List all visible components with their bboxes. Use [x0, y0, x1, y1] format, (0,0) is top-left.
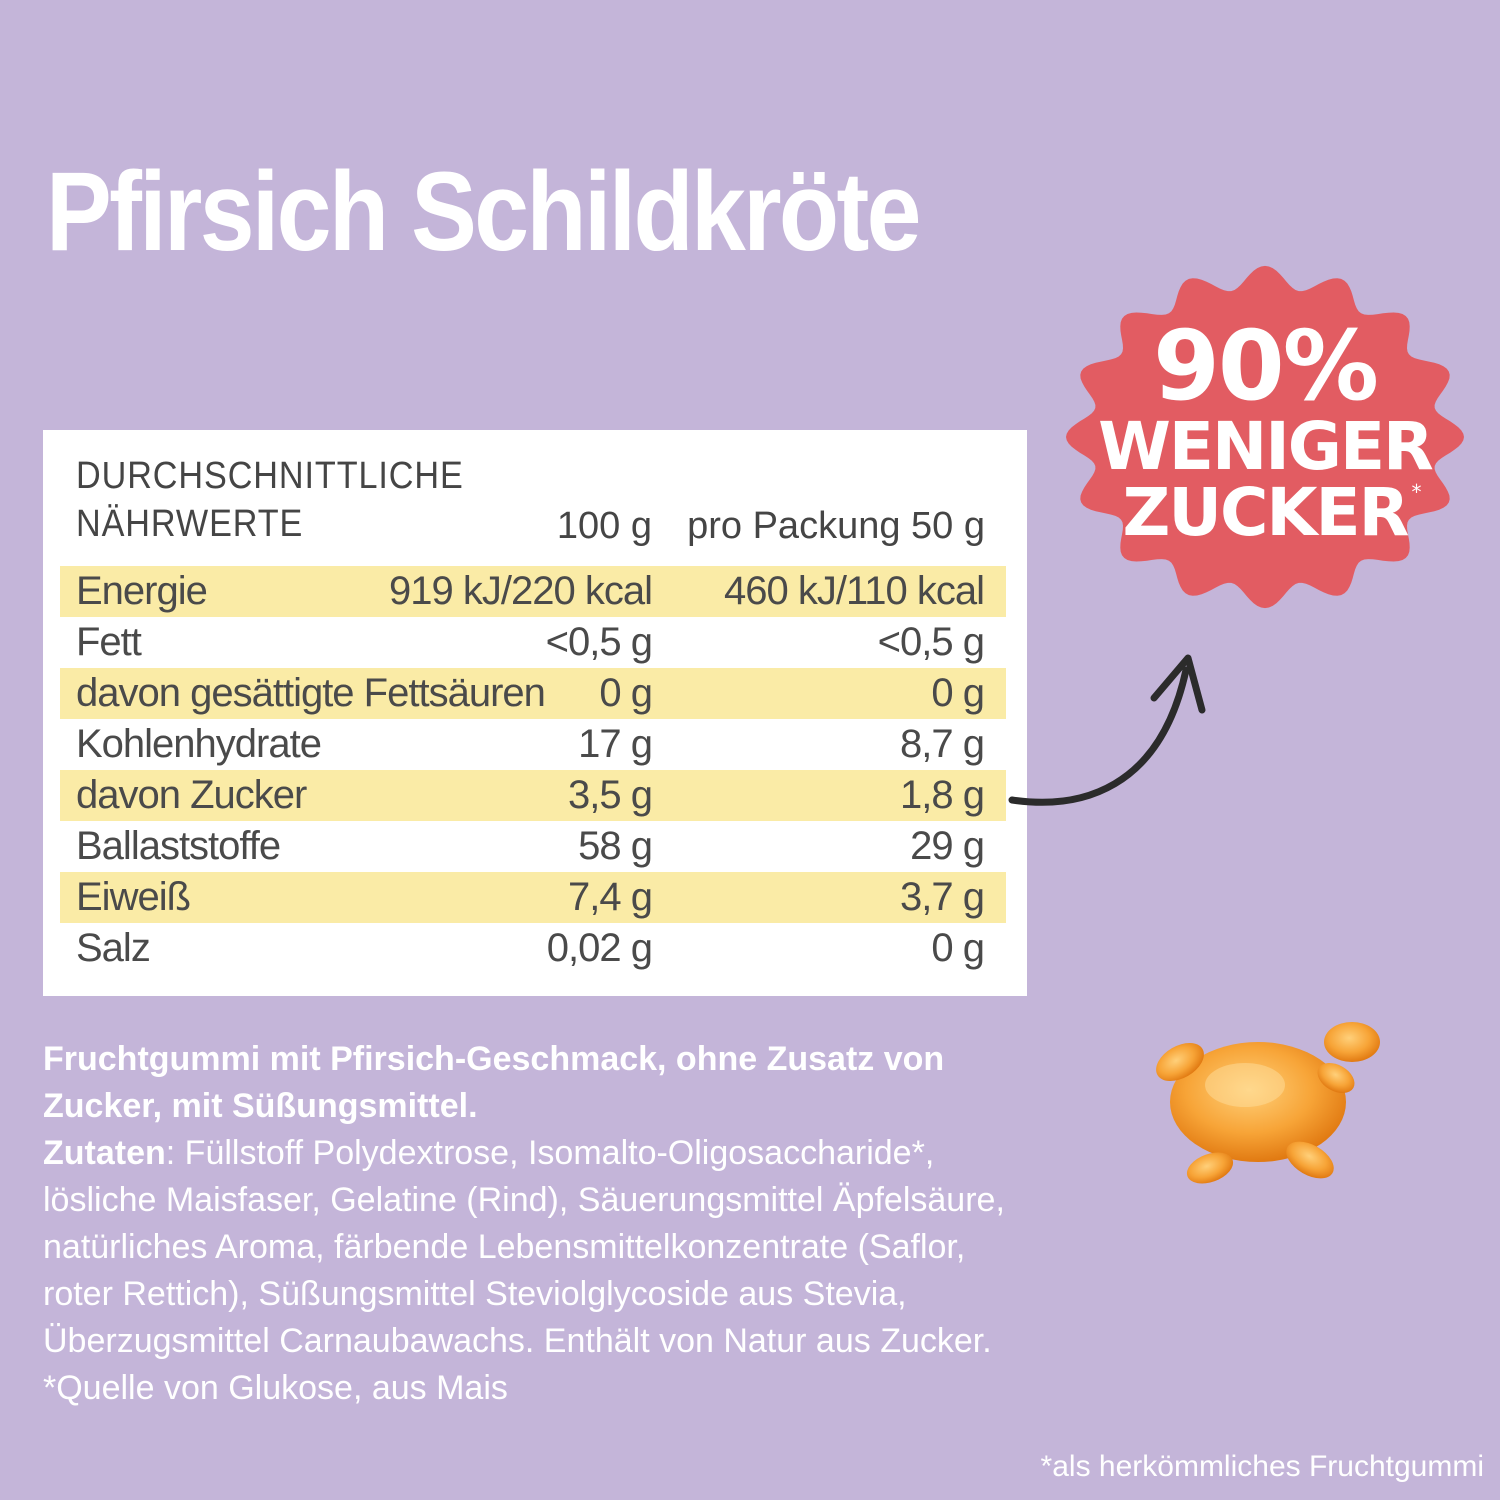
- row-value-100g: 0,02 g: [546, 926, 653, 970]
- row-label: Fett: [76, 620, 142, 664]
- row-value-pack: 460 kJ/110 kcal: [724, 569, 985, 613]
- row-label: davon Zucker: [76, 773, 307, 817]
- ingredients-label: Zutaten: [43, 1134, 166, 1172]
- row-value-100g: <0,5 g: [545, 620, 653, 664]
- row-value-100g: 7,4 g: [568, 875, 653, 919]
- table-row: davon gesättigte Fettsäuren 0 g 0 g: [60, 668, 1006, 719]
- nutrition-table: DURCHSCHNITTLICHE NÄHRWERTE 100 g pro Pa…: [43, 430, 1027, 996]
- row-label: Kohlenhydrate: [76, 722, 322, 766]
- arrow-icon: [1008, 654, 1206, 806]
- table-row: Ballaststoffe 58 g 29 g: [60, 821, 1006, 872]
- badge-asterisk: *: [1411, 480, 1421, 504]
- table-row: davon Zucker 3,5 g 1,8 g: [60, 770, 1006, 821]
- row-value-100g: 919 kJ/220 kcal: [389, 569, 653, 613]
- row-label: davon gesättigte Fettsäuren: [76, 671, 546, 715]
- column-header-100g: 100 g: [556, 505, 652, 547]
- badge-line-zucker-text: ZUCKER: [1122, 474, 1410, 551]
- row-value-pack: 3,7 g: [900, 875, 985, 919]
- row-value-pack: 0 g: [931, 926, 985, 970]
- row-value-pack: 29 g: [910, 824, 985, 868]
- nutrition-rows: Energie 919 kJ/220 kcal 460 kJ/110 kcal Fet…: [60, 566, 1006, 974]
- row-value-pack: 8,7 g: [900, 722, 985, 766]
- row-value-pack: 0 g: [931, 671, 985, 715]
- row-value-pack: <0,5 g: [877, 620, 985, 664]
- badge-scalloped-icon: [1066, 265, 1464, 609]
- table-row: Kohlenhydrate 17 g 8,7 g: [60, 719, 1006, 770]
- row-label: Energie: [76, 569, 208, 613]
- row-value-100g: 3,5 g: [568, 773, 653, 817]
- table-row: Energie 919 kJ/220 kcal 460 kJ/110 kcal: [60, 566, 1006, 617]
- badge-line-weniger: WENIGER: [1098, 408, 1434, 485]
- row-label: Salz: [76, 926, 151, 970]
- turtle-gummy-icon: [1156, 1022, 1380, 1184]
- row-label: Eiweiß: [76, 875, 191, 919]
- row-value-pack: 1,8 g: [900, 773, 985, 817]
- row-value-100g: 17 g: [578, 722, 653, 766]
- table-row: Fett <0,5 g <0,5 g: [60, 617, 1006, 668]
- table-row: Eiweiß 7,4 g 3,7 g: [60, 872, 1006, 923]
- sugar-badge: 90% WENIGER ZUCKER *: [1065, 318, 1465, 546]
- footnote: *als herkömmliches Fruchtgummi: [1040, 1450, 1484, 1483]
- ingredients-text: : Füllstoff Polydextrose, Isomalto-Oligo…: [43, 1134, 1005, 1407]
- product-description: Fruchtgummi mit Pfirsich-Geschmack, ohne…: [43, 1036, 1043, 1412]
- product-title: Pfirsich Schildkröte: [46, 149, 921, 274]
- table-heading: DURCHSCHNITTLICHE NÄHRWERTE: [76, 452, 507, 548]
- description-intro: Fruchtgummi mit Pfirsich-Geschmack, ohne…: [43, 1040, 945, 1125]
- badge-percent: 90%: [1153, 310, 1379, 422]
- table-row: Salz 0,02 g 0 g: [60, 923, 1006, 974]
- ingredients: Zutaten: Füllstoff Polydextrose, Isomalt…: [43, 1130, 1043, 1412]
- row-value-100g: 0 g: [599, 671, 653, 715]
- row-label: Ballaststoffe: [76, 824, 281, 868]
- table-heading-line2: NÄHRWERTE: [76, 503, 304, 545]
- row-value-100g: 58 g: [578, 824, 653, 868]
- badge-line-zucker: ZUCKER *: [1065, 480, 1465, 546]
- table-heading-line1: DURCHSCHNITTLICHE: [76, 455, 464, 497]
- column-header-pack: pro Packung 50 g: [687, 505, 985, 547]
